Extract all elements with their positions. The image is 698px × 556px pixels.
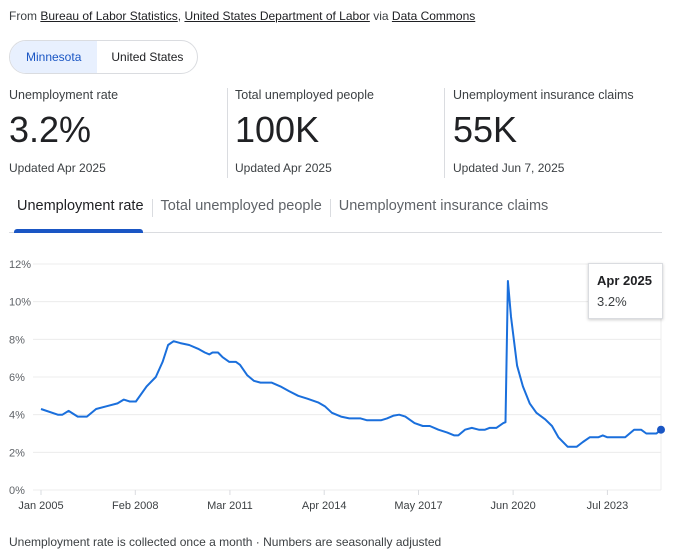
- x-tick-label: Jul 2023: [587, 500, 629, 512]
- source-attribution: From Bureau of Labor Statistics, United …: [9, 9, 476, 23]
- footnote: Unemployment rate is collected once a mo…: [9, 535, 442, 549]
- divider: [227, 88, 228, 178]
- stat-unemployment-rate: Unemployment rate 3.2% Updated Apr 2025: [9, 88, 119, 175]
- y-tick-label: 2%: [9, 447, 25, 459]
- tooltip: Apr 2025 3.2%: [588, 263, 663, 319]
- series-line-minnesota: [40, 280, 662, 448]
- tab-separator: [329, 199, 331, 217]
- y-tick-label: 0%: [9, 485, 25, 497]
- stat-total-unemployed: Total unemployed people 100K Updated Apr…: [235, 88, 374, 175]
- link-dol[interactable]: United States Department of Labor: [184, 9, 370, 23]
- y-tick-label: 8%: [9, 334, 25, 346]
- tab-insurance-claims[interactable]: Unemployment insurance claims: [338, 198, 549, 214]
- divider: [444, 88, 445, 178]
- active-tab-indicator: [14, 229, 143, 233]
- y-tick-label: 12%: [9, 259, 31, 271]
- x-tick-label: May 2017: [394, 500, 442, 512]
- stat-insurance-claims: Unemployment insurance claims 55K Update…: [453, 88, 634, 175]
- highlighted-data-point: [657, 425, 665, 434]
- tab-baseline: [9, 232, 662, 233]
- x-tick-label: Jan 2005: [18, 500, 63, 512]
- y-tick-label: 10%: [9, 297, 31, 309]
- tab-separator: [151, 199, 153, 217]
- line-chart: 0% 2% 4% 6% 8% 10% 12% Jan 2005 Feb 2008 Mar 2011…: [9, 259, 665, 512]
- y-tick-label: 6%: [9, 372, 25, 384]
- x-tick-label: Apr 2014: [302, 500, 347, 512]
- link-bls[interactable]: Bureau of Labor Statistics: [40, 9, 178, 23]
- place-toggle: Minnesota United States: [9, 40, 199, 74]
- x-tick-label: Jun 2020: [490, 500, 535, 512]
- tab-total-unemployed[interactable]: Total unemployed people: [160, 198, 322, 214]
- toggle-united-states[interactable]: United States: [111, 50, 184, 64]
- y-tick-label: 4%: [9, 410, 25, 422]
- link-data-commons[interactable]: Data Commons: [391, 9, 476, 23]
- x-tick-label: Feb 2008: [112, 500, 158, 512]
- x-tick-label: Mar 2011: [207, 500, 253, 512]
- chart-tabs: Unemployment rate Total unemployed peopl…: [9, 198, 556, 217]
- toggle-minnesota[interactable]: Minnesota: [10, 41, 98, 73]
- tab-unemployment-rate[interactable]: Unemployment rate: [17, 198, 144, 214]
